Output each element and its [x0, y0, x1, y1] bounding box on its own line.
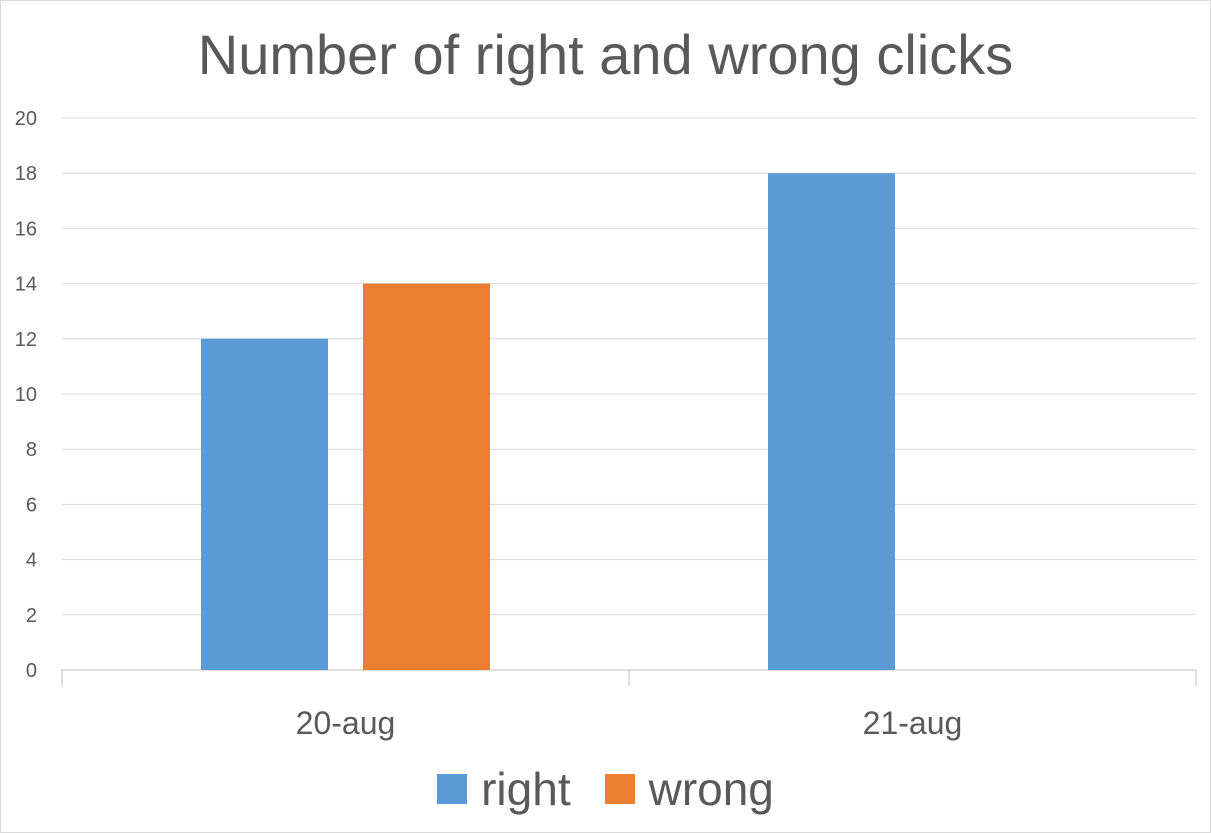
bar-right-21-aug [768, 173, 895, 670]
y-tick-label: 16 [15, 218, 37, 240]
legend-swatch [604, 774, 635, 804]
legend-label: wrong [648, 763, 774, 815]
y-tick-label: 18 [15, 163, 37, 185]
legend-item-right: right [437, 759, 571, 819]
y-tick-label: 6 [26, 494, 37, 516]
y-tick-label: 10 [15, 384, 37, 406]
y-tick-label: 12 [15, 329, 37, 351]
y-tick-label: 2 [26, 605, 37, 627]
x-tick-label: 21-aug [863, 705, 963, 741]
y-tick-label: 8 [26, 439, 37, 461]
y-tick-label: 14 [15, 274, 37, 296]
y-tick-label: 20 [15, 108, 37, 130]
legend-label: right [481, 763, 571, 815]
y-tick-label: 4 [26, 550, 37, 572]
chart-legend: right wrong [1, 759, 1210, 819]
bar-right-20-aug [201, 338, 328, 670]
bar-wrong-20-aug [363, 283, 490, 670]
y-tick-label: 0 [26, 660, 37, 682]
chart-title: Number of right and wrong clicks [197, 23, 1014, 86]
x-tick-label: 20-aug [296, 705, 396, 741]
legend-swatch [437, 774, 468, 804]
legend-item-wrong: wrong [604, 759, 774, 819]
